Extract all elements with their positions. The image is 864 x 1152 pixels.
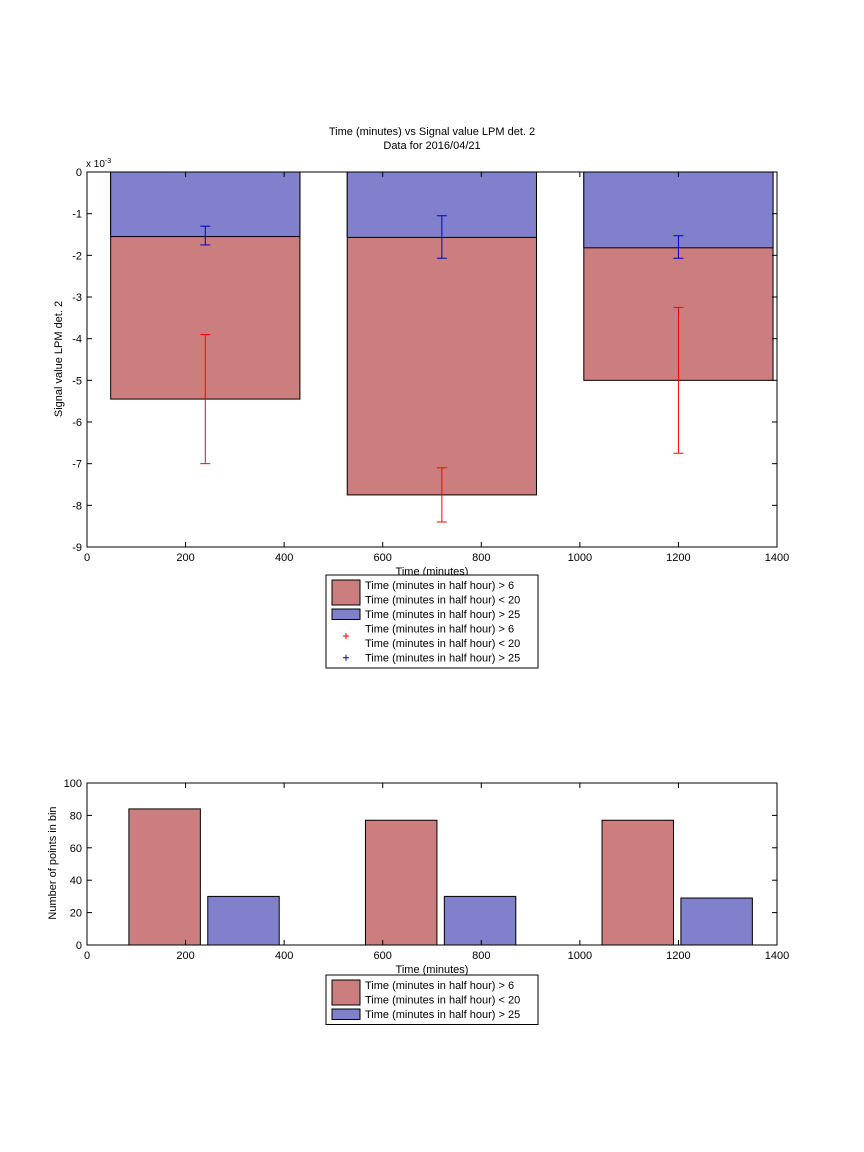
x-tick-label: 0 [84,552,90,564]
x-tick-label: 200 [176,552,194,564]
legend-label: Time (minutes in half hour) < 20 [365,638,520,650]
legend: Time (minutes in half hour) > 6 Time (min… [326,575,538,668]
y-axis-label: Number of points in bin [47,806,59,919]
x-tick-label: 1200 [666,552,690,564]
bar [365,820,436,945]
y-tick-label: 40 [70,875,82,887]
chart-subtitle: Data for 2016/04/21 [383,140,480,152]
x-axis-label: Time (minutes) [396,964,469,976]
legend-label: Time (minutes in half hour) > 6 [365,980,514,992]
y-tick-label: -1 [72,209,82,221]
y-tick-label: 80 [70,810,82,822]
signal-chart: Time (minutes) vs Signal value LPM det. … [53,126,789,668]
y-exponent-label: x 10-3 [86,158,111,170]
count-chart: 0 200 400 600 800 1000 1200 1400 0 20 40 60 80 100 Ti… [47,778,789,1025]
y-tick-label: -6 [72,417,82,429]
y-tick-label: -5 [72,375,82,387]
x-tick-label: 600 [374,950,392,962]
chart-title: Time (minutes) vs Signal value LPM det. … [329,126,535,138]
x-tick-label: 1000 [568,950,592,962]
x-tick-label: 0 [84,950,90,962]
y-tick-label: 0 [76,940,82,952]
legend-label: Time (minutes in half hour) > 25 [365,1009,520,1021]
x-tick-label: 600 [374,552,392,564]
y-tick-label: -3 [72,292,82,304]
legend: Time (minutes in half hour) > 6 Time (min… [326,975,538,1025]
legend-label: Time (minutes in half hour) < 20 [365,595,520,607]
x-tick-label: 1200 [666,950,690,962]
bar [681,898,752,945]
y-tick-label: -9 [72,542,82,554]
y-tick-label: 60 [70,843,82,855]
x-tick-label: 800 [472,950,490,962]
x-tick-label: 1400 [765,552,789,564]
legend-label: Time (minutes in half hour) > 25 [365,653,520,665]
bar [444,896,515,945]
y-tick-label: 0 [76,167,82,179]
bar [602,820,673,945]
legend-swatch [332,1009,360,1020]
x-tick-label: 1400 [765,950,789,962]
bar [129,809,200,945]
y-tick-label: 20 [70,908,82,920]
legend-label: Time (minutes in half hour) > 25 [365,609,520,621]
figure: Time (minutes) vs Signal value LPM det. … [0,0,864,1152]
x-tick-label: 1000 [568,552,592,564]
y-tick-label: -8 [72,500,82,512]
x-tick-label: 400 [275,552,293,564]
legend-swatch [332,580,360,605]
x-tick-label: 800 [472,552,490,564]
legend-label: Time (minutes in half hour) > 6 [365,624,514,636]
legend-label: Time (minutes in half hour) < 20 [365,995,520,1007]
y-tick-label: 100 [64,778,82,790]
x-tick-label: 400 [275,950,293,962]
bars-layer [129,809,752,945]
y-tick-label: -7 [72,459,82,471]
y-tick-label: -2 [72,250,82,262]
legend-label: Time (minutes in half hour) > 6 [365,580,514,592]
x-tick-label: 200 [176,950,194,962]
legend-swatch [332,980,360,1005]
bar [208,896,279,945]
y-tick-label: -4 [72,334,82,346]
legend-swatch [332,609,360,620]
y-axis-label: Signal value LPM det. 2 [53,301,65,417]
